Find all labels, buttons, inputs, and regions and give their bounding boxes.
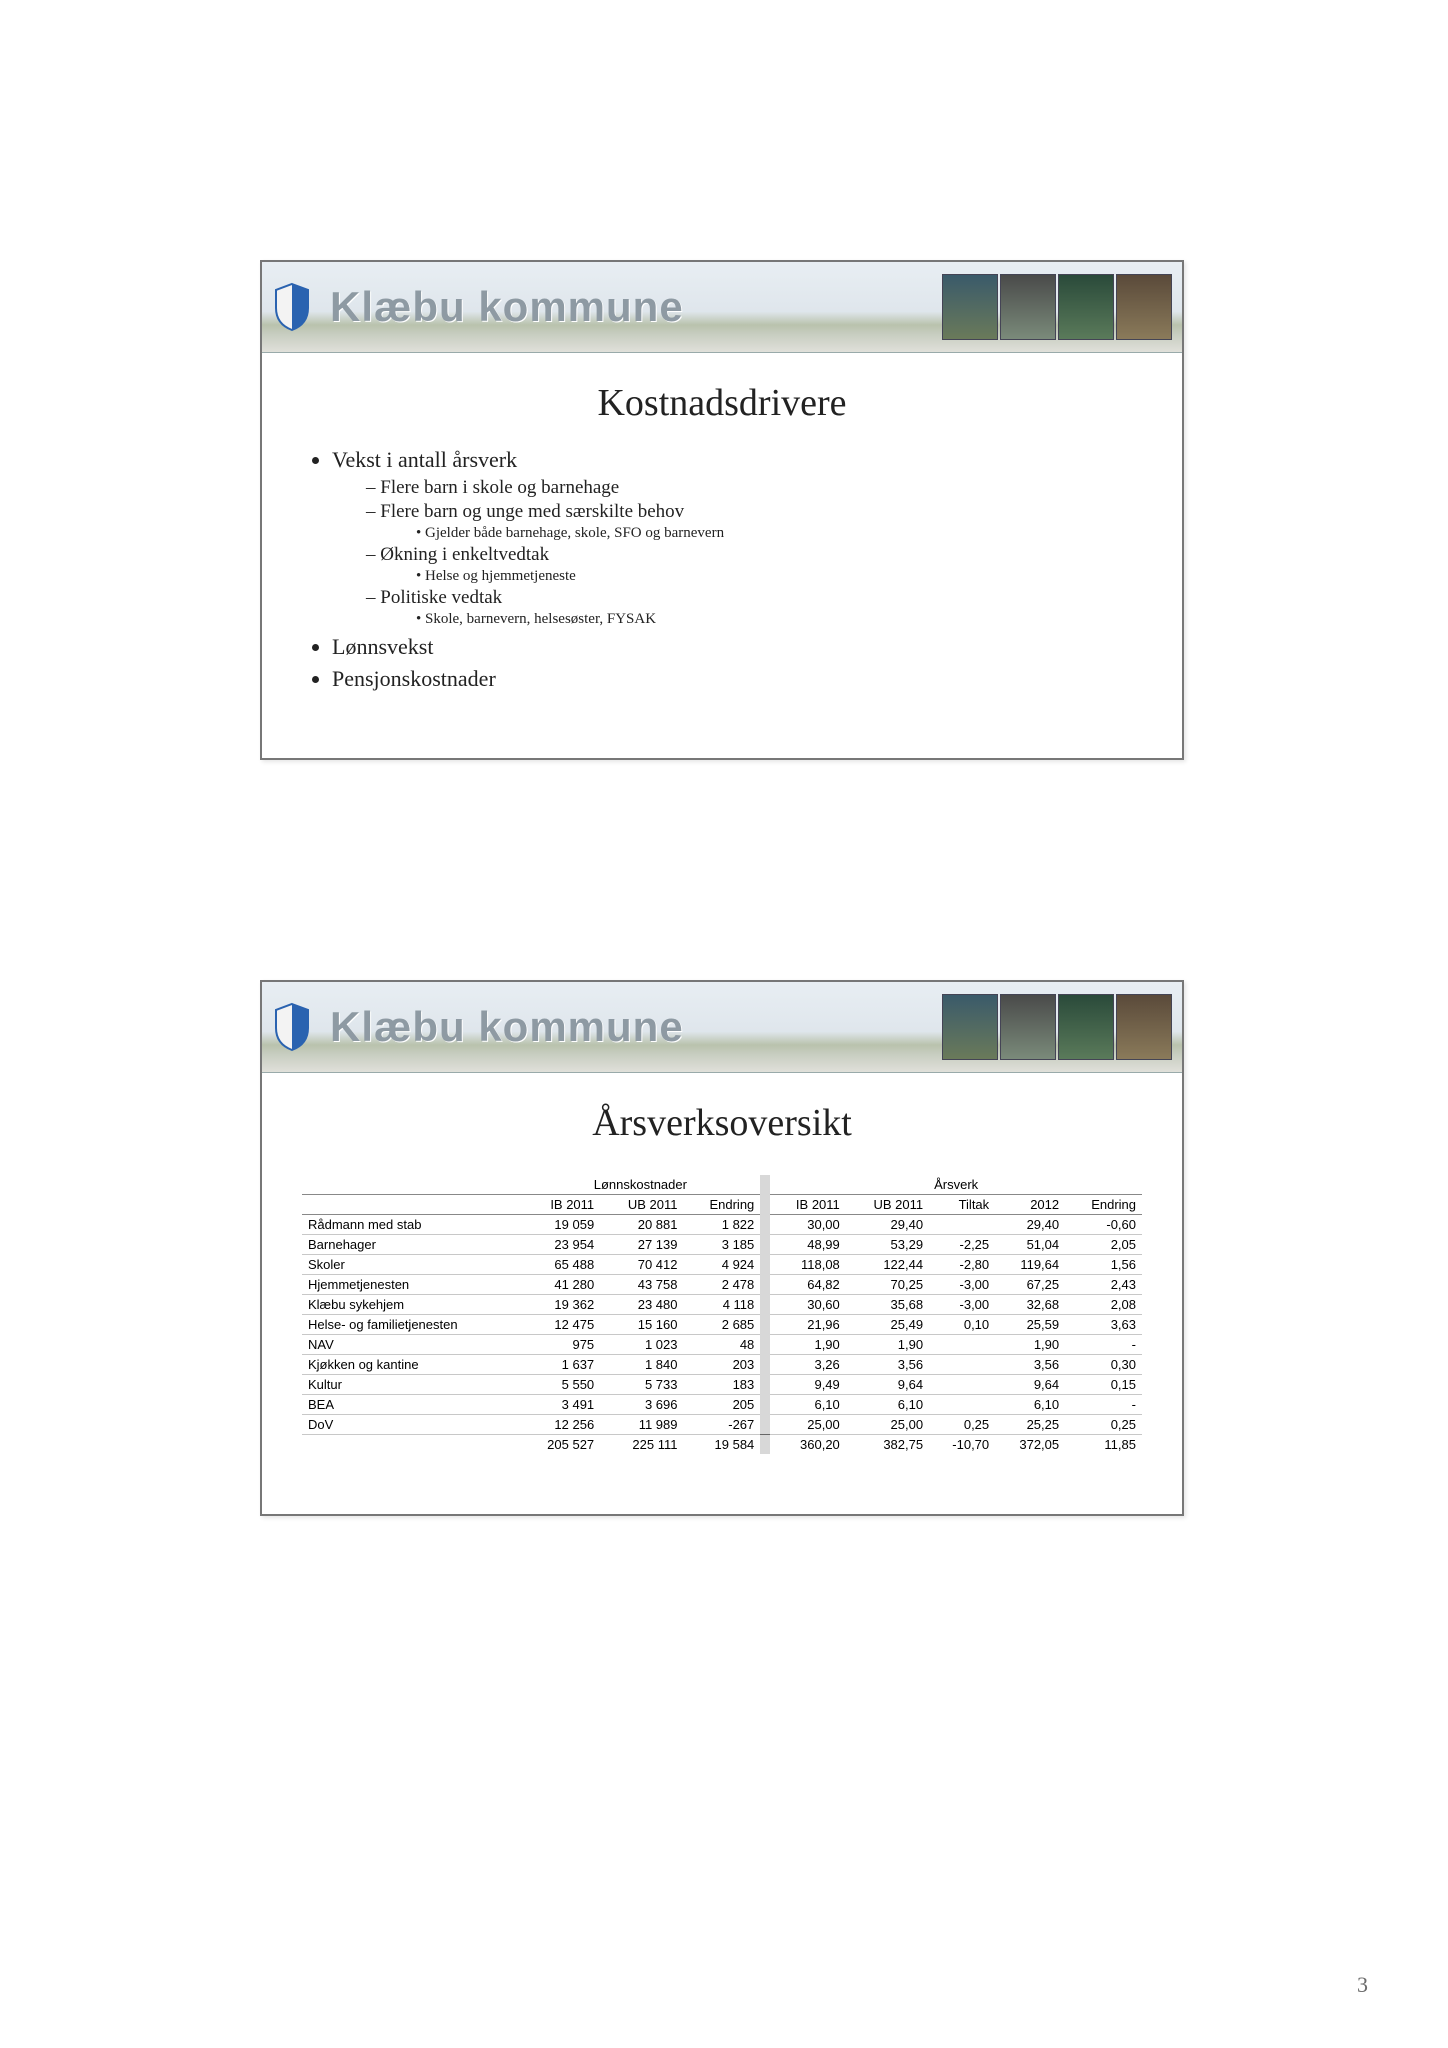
bullet-item: Vekst i antall årsverkFlere barn i skole… (332, 447, 1142, 628)
col-header: UB 2011 (600, 1195, 683, 1215)
row-label: Kultur (302, 1375, 520, 1395)
row-label: BEA (302, 1395, 520, 1415)
row-label: Barnehager (302, 1235, 520, 1255)
table-row: Klæbu sykehjem19 36223 4804 11830,6035,6… (302, 1295, 1142, 1315)
photo-strip-icon (942, 274, 1172, 340)
table-row: Kultur5 5505 7331839,499,649,640,15 (302, 1375, 1142, 1395)
group-header-lonnskostnader: Lønnskostnader (520, 1175, 760, 1195)
shield-logo-icon (264, 272, 320, 342)
table-row: Helse- og familietjenesten12 47515 1602 … (302, 1315, 1142, 1335)
bullet-item: Lønnsvekst (332, 634, 1142, 660)
slide-header: Klæbu kommune (262, 982, 1182, 1073)
slide-title: Årsverksoversikt (302, 1101, 1142, 1145)
sub-sub-bullet-item: Helse og hjemmetjeneste (416, 568, 1142, 585)
org-name: Klæbu kommune (330, 283, 942, 331)
sub-bullet-item: Flere barn i skole og barnehage (366, 477, 1142, 499)
slide-header: Klæbu kommune (262, 262, 1182, 353)
table-total-row: 205 527225 11119 584360,20382,75-10,7037… (302, 1435, 1142, 1455)
col-header: Endring (1065, 1195, 1142, 1215)
row-label: Rådmann med stab (302, 1215, 520, 1235)
sub-bullet-item: Politiske vedtakSkole, barnevern, helses… (366, 587, 1142, 628)
col-header: IB 2011 (770, 1195, 846, 1215)
table-row: BEA3 4913 6962056,106,106,10- (302, 1395, 1142, 1415)
col-header: 2012 (995, 1195, 1065, 1215)
row-label: Kjøkken og kantine (302, 1355, 520, 1375)
row-label: Klæbu sykehjem (302, 1295, 520, 1315)
org-name: Klæbu kommune (330, 1003, 942, 1051)
row-label: Skoler (302, 1255, 520, 1275)
table-row: Rådmann med stab19 05920 8811 82230,0029… (302, 1215, 1142, 1235)
bullet-list: Vekst i antall årsverkFlere barn i skole… (332, 447, 1142, 692)
bullet-item: Pensjonskostnader (332, 666, 1142, 692)
row-label: DoV (302, 1415, 520, 1435)
row-label: Hjemmetjenesten (302, 1275, 520, 1295)
table-row: Kjøkken og kantine1 6371 8402033,263,563… (302, 1355, 1142, 1375)
table-row: Skoler65 48870 4124 924118,08122,44-2,80… (302, 1255, 1142, 1275)
slide-kostnadsdrivere: Klæbu kommune Kostnadsdrivere Vekst i an… (260, 260, 1184, 760)
table-row: Hjemmetjenesten41 28043 7582 47864,8270,… (302, 1275, 1142, 1295)
row-label: Helse- og familietjenesten (302, 1315, 520, 1335)
col-header: Endring (683, 1195, 760, 1215)
row-label: NAV (302, 1335, 520, 1355)
table-row: DoV12 25611 989-26725,0025,000,2525,250,… (302, 1415, 1142, 1435)
slide-title: Kostnadsdrivere (302, 381, 1142, 425)
sub-sub-bullet-item: Skole, barnevern, helsesøster, FYSAK (416, 611, 1142, 628)
sub-bullet-item: Flere barn og unge med særskilte behovGj… (366, 501, 1142, 542)
group-header-arsverk: Årsverk (770, 1175, 1142, 1195)
col-header: Tiltak (929, 1195, 995, 1215)
table-row: NAV9751 023481,901,901,90- (302, 1335, 1142, 1355)
slide-arsverksoversikt: Klæbu kommune Årsverksoversikt Lønnskost… (260, 980, 1184, 1516)
arsverk-table: LønnskostnaderÅrsverkIB 2011UB 2011Endri… (302, 1175, 1142, 1454)
col-header: UB 2011 (846, 1195, 929, 1215)
shield-logo-icon (264, 992, 320, 1062)
sub-bullet-item: Økning i enkeltvedtakHelse og hjemmetjen… (366, 544, 1142, 585)
table-row: Barnehager23 95427 1393 18548,9953,29-2,… (302, 1235, 1142, 1255)
photo-strip-icon (942, 994, 1172, 1060)
page-number: 3 (1357, 1972, 1368, 1998)
sub-sub-bullet-item: Gjelder både barnehage, skole, SFO og ba… (416, 525, 1142, 542)
col-header: IB 2011 (520, 1195, 600, 1215)
